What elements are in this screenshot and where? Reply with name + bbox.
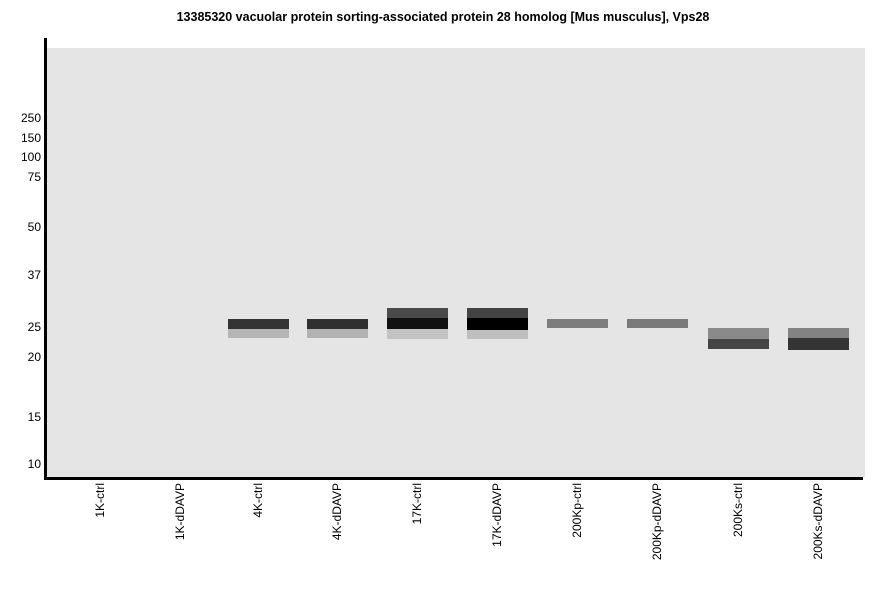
gel-band-17K-dDAVP xyxy=(467,330,528,339)
y-tick-label-50: 50 xyxy=(27,220,41,234)
plot-panel xyxy=(47,48,865,477)
gel-band-17K-ctrl xyxy=(387,308,448,318)
gel-band-200Ks-ctrl xyxy=(708,339,769,349)
x-lane-label-1K-dDAVP: 1K-dDAVP xyxy=(173,483,187,541)
y-tick-label-10: 10 xyxy=(27,457,41,471)
gel-band-200Ks-dDAVP xyxy=(788,328,849,338)
y-tick-label-150: 150 xyxy=(20,131,41,145)
x-axis-spine xyxy=(44,477,863,480)
gel-band-4K-ctrl xyxy=(228,329,289,338)
x-lane-label-17K-ctrl: 17K-ctrl xyxy=(410,483,424,525)
y-tick-label-15: 15 xyxy=(27,410,41,424)
x-lane-label-200Kp-ctrl: 200Kp-ctrl xyxy=(570,483,584,538)
gel-band-17K-dDAVP xyxy=(467,308,528,318)
x-lane-label-200Ks-ctrl: 200Ks-ctrl xyxy=(731,483,745,538)
y-axis-spine xyxy=(44,38,47,480)
gel-band-17K-dDAVP xyxy=(467,318,528,330)
y-tick-label-100: 100 xyxy=(20,150,41,164)
gel-band-200Kp-dDAVP xyxy=(627,319,688,328)
x-lane-label-4K-ctrl: 4K-ctrl xyxy=(251,483,265,518)
y-tick-label-75: 75 xyxy=(27,170,41,184)
x-lane-label-1K-ctrl: 1K-ctrl xyxy=(93,483,107,518)
gel-band-200Ks-dDAVP xyxy=(788,338,849,350)
chart-title: 13385320 vacuolar protein sorting-associ… xyxy=(176,10,710,24)
gel-band-17K-ctrl xyxy=(387,329,448,339)
x-lane-label-200Ks-dDAVP: 200Ks-dDAVP xyxy=(811,483,825,560)
y-tick-label-250: 250 xyxy=(20,111,41,125)
y-tick-label-20: 20 xyxy=(27,350,41,364)
x-lane-label-4K-dDAVP: 4K-dDAVP xyxy=(330,483,344,541)
gel-band-200Ks-ctrl xyxy=(708,328,769,339)
y-tick-label-25: 25 xyxy=(27,320,41,334)
gel-band-4K-dDAVP xyxy=(307,329,368,338)
x-lane-label-17K-dDAVP: 17K-dDAVP xyxy=(490,483,504,547)
y-tick-label-37: 37 xyxy=(27,268,41,282)
x-lane-label-200Kp-dDAVP: 200Kp-dDAVP xyxy=(650,483,664,561)
gel-band-200Kp-ctrl xyxy=(547,319,608,328)
gel-band-4K-dDAVP xyxy=(307,319,368,329)
gel-band-4K-ctrl xyxy=(228,319,289,329)
gel-band-17K-ctrl xyxy=(387,318,448,329)
